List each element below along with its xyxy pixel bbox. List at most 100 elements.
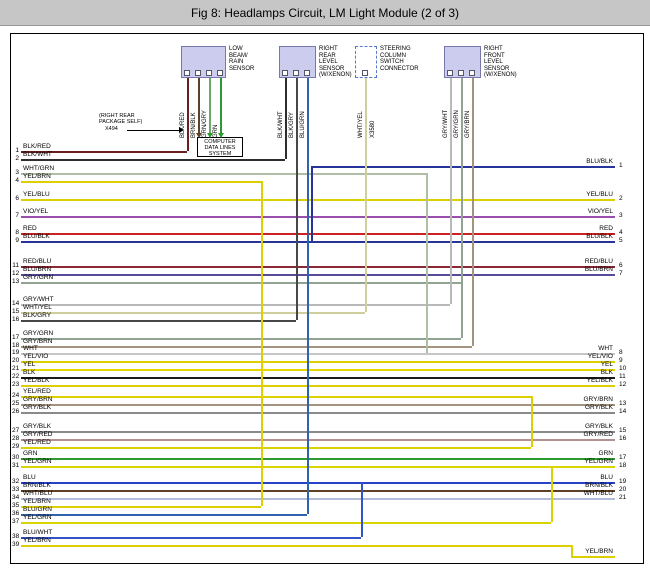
vertical-wire xyxy=(426,173,428,353)
wire-number: 12 xyxy=(619,381,627,388)
pin-wire-label: GRY/BRN xyxy=(465,110,471,138)
wire xyxy=(21,377,615,379)
connector-pin xyxy=(469,70,475,76)
wire-number: 36 xyxy=(12,510,20,517)
wire-number: 2 xyxy=(619,195,623,202)
wire-number: 10 xyxy=(619,365,627,372)
wire-number: 13 xyxy=(12,278,20,285)
vertical-wire xyxy=(209,78,211,133)
wire-color-label: YEL/RED xyxy=(23,439,51,446)
wire xyxy=(21,458,615,460)
wire-color-label: YEL/BLK xyxy=(586,377,613,384)
wire xyxy=(21,199,615,201)
wire-color-label: YEL/VIO xyxy=(587,353,613,360)
wire-number: 33 xyxy=(12,486,20,493)
wire-number: 21 xyxy=(619,494,627,501)
wire xyxy=(21,498,615,500)
vertical-wire xyxy=(285,78,287,159)
wire-number: 17 xyxy=(12,334,20,341)
wire-number: 27 xyxy=(12,427,20,434)
wire xyxy=(311,166,615,168)
wire-number: 24 xyxy=(12,392,20,399)
connector-pin xyxy=(447,70,453,76)
wire-color-label: YEL/RED xyxy=(23,388,51,395)
wire xyxy=(21,181,261,183)
wire-color-label: YEL xyxy=(600,361,613,368)
wire-number: 17 xyxy=(619,454,627,461)
vertical-wire xyxy=(361,482,363,537)
wire-color-label: BLU/BRN xyxy=(584,266,613,273)
title-bar: Fig 8: Headlamps Circuit, LM Light Modul… xyxy=(0,0,650,26)
vertical-wire xyxy=(461,78,463,338)
component-label-low-beam-rain-sensor: LOW BEAM/ RAIN SENSOR xyxy=(229,46,255,72)
component-steering-column-switch-connector xyxy=(355,46,377,78)
wire xyxy=(21,482,615,484)
pin-wire-label: WHT/YEL xyxy=(358,111,364,138)
wire-color-label: GRY/BLK xyxy=(584,404,613,411)
wire-color-label: BLK xyxy=(23,369,36,376)
connector-pin xyxy=(362,70,368,76)
wire-color-label: YEL/BLK xyxy=(23,377,50,384)
wire-number: 11 xyxy=(12,262,19,269)
wire-number: 16 xyxy=(619,435,627,442)
wire-color-label: GRN xyxy=(23,450,38,457)
wire xyxy=(571,556,615,558)
wire-number: 13 xyxy=(619,400,627,407)
wire-number: 34 xyxy=(12,494,20,501)
wiring-diagram-canvas: LOW BEAM/ RAIN SENSOR RIGHT REAR LEVEL S… xyxy=(10,33,644,564)
wire-color-label: BLU/BLK xyxy=(586,233,613,240)
wire-color-label: WHT/BLU xyxy=(23,490,53,497)
wire xyxy=(21,385,615,387)
wire-number: 18 xyxy=(619,462,627,469)
arrow-down-icon xyxy=(218,133,224,138)
wire-color-label: BLK/GRY xyxy=(23,312,52,319)
connector-pin xyxy=(195,70,201,76)
wire xyxy=(21,412,615,414)
connector-pin xyxy=(304,70,310,76)
wire-number: 20 xyxy=(619,486,627,493)
wire-number: 2 xyxy=(15,155,19,162)
connector-pin xyxy=(282,70,288,76)
wire xyxy=(21,447,531,449)
component-label-right-front-level-sensor: RIGHT FRONT LEVEL SENSOR (W/XENON) xyxy=(484,46,517,78)
wire-color-label: GRY/BLK xyxy=(23,404,52,411)
wire-number: 8 xyxy=(15,229,19,236)
wire-color-label: RED xyxy=(23,225,37,232)
wire xyxy=(21,173,426,175)
vertical-wire xyxy=(450,78,452,304)
vertical-wire xyxy=(261,181,263,506)
computer-data-lines-box: COMPUTER DATA LINES SYSTEM xyxy=(197,137,243,157)
pin-wire-label: GRN xyxy=(213,124,219,138)
wire xyxy=(21,522,551,524)
vertical-wire xyxy=(311,166,313,241)
wire-color-label: GRY/BLK xyxy=(23,423,52,430)
wire-color-label: GRY/RED xyxy=(583,431,614,438)
wire-number: 18 xyxy=(12,342,20,349)
wire xyxy=(21,404,615,406)
wire-color-label: BLU/GRN xyxy=(23,506,52,513)
wire-color-label: YEL/BRN xyxy=(585,548,613,555)
wire-color-label: GRY/BRN xyxy=(23,396,53,403)
wire-number: 35 xyxy=(12,502,20,509)
pin-wire-label: BLK/RED xyxy=(180,112,186,138)
wire-number: 29 xyxy=(12,443,20,450)
wire-number: 3 xyxy=(15,169,19,176)
wire xyxy=(21,241,615,243)
wire xyxy=(21,537,361,539)
wire-color-label: BRN/BLK xyxy=(585,482,613,489)
wire xyxy=(21,151,187,153)
wire-color-label: YEL/BLU xyxy=(586,191,613,198)
figure-title: Fig 8: Headlamps Circuit, LM Light Modul… xyxy=(190,5,460,20)
wire-color-label: RED/BLU xyxy=(23,258,52,265)
x494-connector-label: X494 xyxy=(105,126,118,132)
pin-wire-label: GRY/WHT xyxy=(443,109,449,138)
wire-number: 14 xyxy=(12,300,20,307)
component-label-steering-column-switch-connector: STEERING COLUMN SWITCH CONNECTOR xyxy=(380,46,419,72)
wire-color-label: YEL/VIO xyxy=(23,353,49,360)
wire-number: 15 xyxy=(12,308,20,315)
wire-number: 15 xyxy=(619,427,627,434)
wire-color-label: GRY/BRN xyxy=(583,396,614,403)
pin-wire-label: BLU/GRN xyxy=(300,111,306,138)
wire-number: 4 xyxy=(15,177,19,184)
wire-number: 3 xyxy=(619,212,623,219)
